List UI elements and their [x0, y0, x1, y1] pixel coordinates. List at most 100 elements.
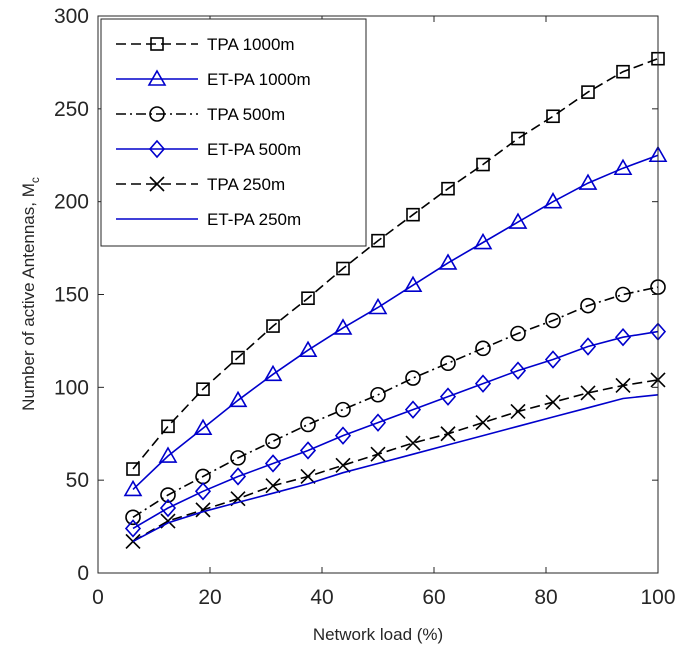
axes-layer: 0 20 40 60 80 100 0 50 100 150 200 250 300: [54, 5, 676, 609]
data-point: [543, 192, 563, 209]
data-point: [265, 433, 281, 449]
data-point: [441, 181, 455, 196]
data-point: [336, 261, 350, 276]
data-point: [196, 382, 210, 396]
x-tick-label: 0: [92, 586, 104, 609]
legend-item: TPA 500m: [116, 105, 285, 124]
data-point: [544, 350, 562, 369]
series-line: [132, 394, 659, 543]
data-point: [370, 386, 386, 403]
data-point: [298, 340, 318, 358]
data-point: [545, 394, 561, 410]
data-point: [231, 350, 245, 365]
legend-item: ET-PA 250m: [116, 210, 301, 229]
series-4: [125, 372, 666, 550]
data-point: [265, 478, 281, 494]
data-point: [263, 364, 283, 382]
data-point: [299, 441, 317, 460]
legend-label: ET-PA 250m: [207, 210, 301, 229]
legend-item: TPA 250m: [116, 175, 285, 194]
data-point: [266, 319, 280, 333]
series-1: [123, 145, 668, 497]
series-3: [124, 322, 667, 538]
x-tick-label: 80: [534, 586, 557, 609]
data-point: [615, 286, 631, 303]
data-point: [546, 109, 560, 124]
data-point: [229, 467, 247, 486]
data-point: [613, 158, 633, 176]
x-tick-label: 40: [310, 586, 333, 609]
x-tick-label: 20: [198, 586, 221, 609]
legend-box: [100, 18, 367, 247]
data-point: [510, 325, 526, 342]
data-point: [511, 131, 525, 146]
data-point: [440, 355, 456, 371]
series-line: [132, 330, 659, 530]
legend-label: TPA 250m: [207, 175, 285, 194]
legend-marker: [150, 37, 164, 51]
data-point: [509, 361, 527, 380]
data-point: [508, 212, 528, 229]
data-point: [158, 446, 178, 463]
legend-label: ET-PA 1000m: [207, 70, 311, 89]
legend-item: TPA 1000m: [116, 35, 295, 54]
data-point: [473, 232, 493, 250]
data-point: [193, 418, 213, 435]
data-point: [474, 374, 492, 393]
data-point: [369, 413, 387, 432]
data-point: [368, 297, 388, 315]
y-tick-label: 300: [54, 5, 89, 28]
data-point: [333, 318, 353, 335]
data-point: [335, 401, 351, 418]
data-point: [335, 457, 351, 473]
x-tick-label: 60: [422, 586, 445, 609]
y-axis-label-main: Number of active Antennas, M: [19, 183, 38, 411]
data-point: [301, 291, 315, 306]
x-tick-label: 100: [640, 586, 675, 609]
data-point: [616, 64, 630, 79]
legend: TPA 1000m ET-PA 1000m TPA 500m ET-PA 500m TP…: [100, 18, 367, 247]
data-point: [159, 498, 177, 518]
series-line: [132, 57, 659, 470]
legend-label: TPA 500m: [207, 105, 285, 124]
data-point: [405, 435, 421, 451]
legend-marker: [148, 139, 166, 159]
series-2: [125, 279, 666, 526]
data-point: [440, 426, 456, 442]
series-line: [132, 379, 659, 543]
data-point: [403, 275, 423, 293]
data-point: [545, 312, 561, 329]
y-tick-label: 100: [54, 376, 89, 399]
data-point: [124, 519, 142, 538]
data-point: [475, 415, 491, 431]
legend-label: ET-PA 500m: [207, 140, 301, 159]
data-point: [370, 446, 386, 462]
series-line: [132, 154, 659, 490]
y-tick-label: 200: [54, 191, 89, 214]
data-point: [614, 327, 632, 347]
data-point: [510, 403, 526, 420]
data-point: [371, 233, 385, 248]
legend-marker: [149, 106, 165, 122]
data-point: [161, 419, 175, 434]
data-point: [126, 462, 140, 476]
data-point: [579, 337, 597, 356]
data-point: [438, 253, 458, 270]
data-point: [580, 297, 596, 314]
data-point: [195, 502, 211, 518]
data-point: [264, 454, 282, 473]
y-axis-label: Number of active Antennas, Mc: [19, 177, 42, 411]
data-point: [581, 85, 595, 99]
data-point: [230, 450, 246, 466]
series-layer: [123, 51, 668, 550]
data-point: [580, 385, 596, 401]
legend-marker: [149, 176, 165, 192]
data-point: [228, 390, 248, 408]
data-point: [476, 157, 490, 172]
y-tick-label: 0: [77, 562, 89, 585]
data-point: [406, 207, 420, 222]
data-point: [125, 533, 141, 550]
data-point: [405, 370, 421, 386]
series-line: [132, 286, 659, 518]
